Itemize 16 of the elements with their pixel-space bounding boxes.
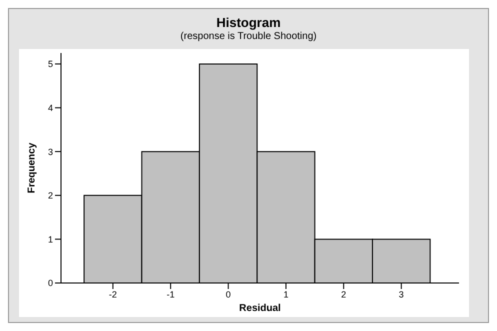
x-tick-label: 2 bbox=[341, 289, 346, 300]
y-tick-label: 2 bbox=[48, 190, 53, 201]
chart-title: Histogram bbox=[215, 15, 282, 30]
y-tick-label: 3 bbox=[48, 146, 53, 157]
x-tick-label: 1 bbox=[283, 289, 288, 300]
chart-subtitle: (response is Trouble Shooting) bbox=[179, 31, 318, 42]
y-axis-title: Frequency bbox=[26, 142, 38, 194]
x-tick-label: -1 bbox=[166, 289, 175, 300]
x-tick-label: 3 bbox=[398, 289, 404, 300]
x-tick-label: 0 bbox=[226, 289, 231, 300]
y-tick-label: 0 bbox=[48, 278, 53, 288]
y-tick-label: 5 bbox=[48, 59, 53, 70]
x-axis-title: Residual bbox=[239, 303, 282, 314]
y-tick-label: 1 bbox=[48, 234, 53, 244]
y-tick-label: 4 bbox=[48, 102, 53, 113]
x-tick-label: -2 bbox=[108, 289, 117, 300]
